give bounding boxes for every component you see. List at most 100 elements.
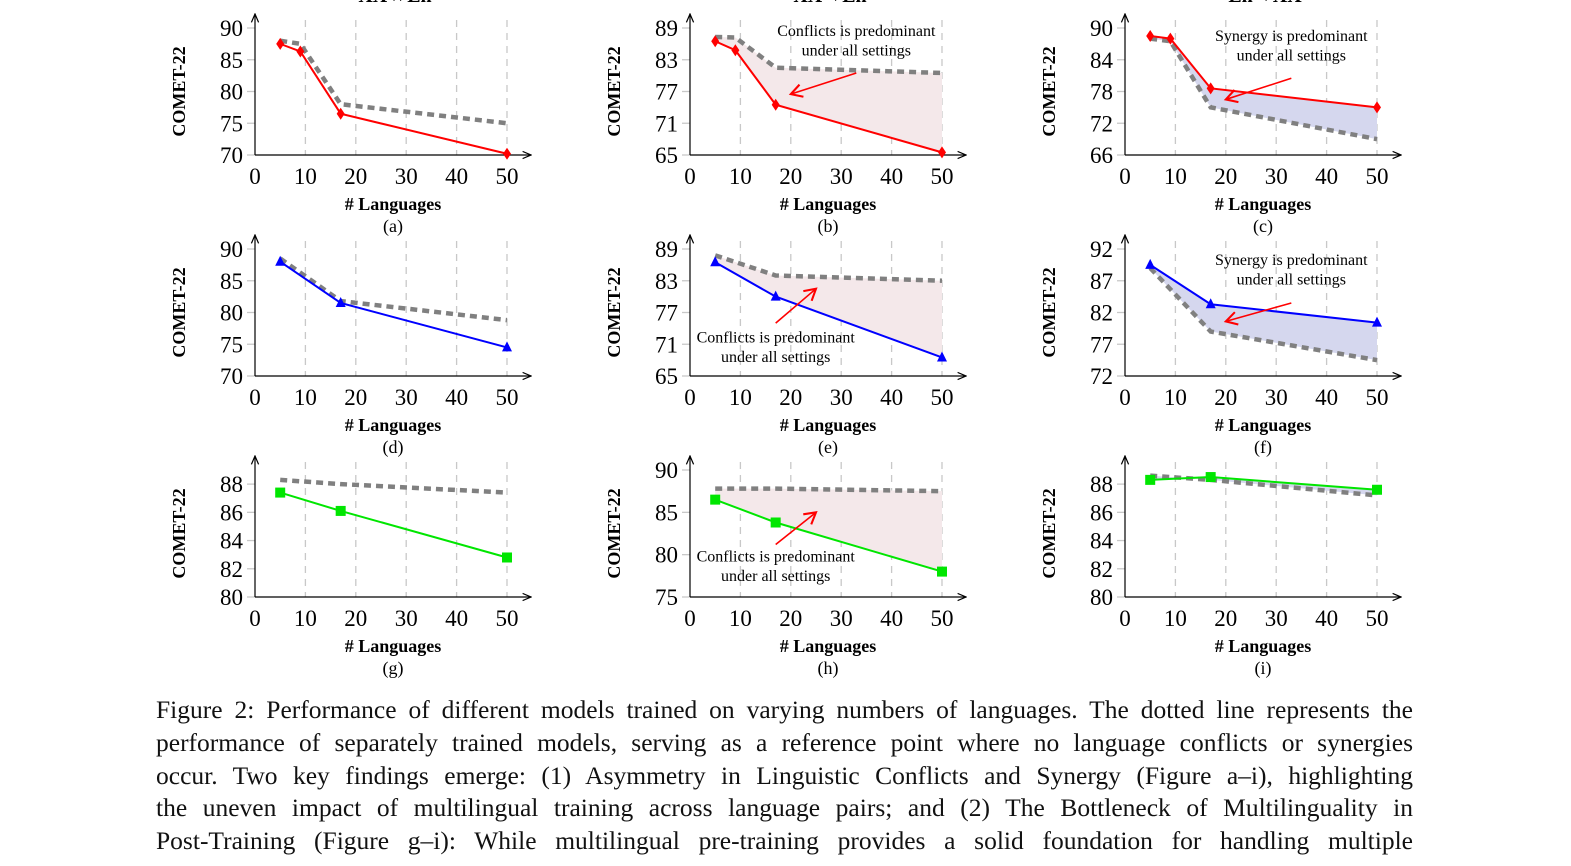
subplot-title: XX→En [793, 0, 866, 7]
y-tick-label: 85 [655, 500, 678, 525]
caption-line: occur. Two key findings emerge: (1) Asym… [156, 760, 1413, 790]
x-axis-label: # Languages [780, 415, 877, 435]
x-tick-label: 30 [1265, 606, 1288, 631]
annotation-text: under all settings [721, 349, 830, 366]
x-tick-label: 40 [880, 385, 903, 410]
x-tick-label: 40 [1315, 606, 1338, 631]
x-tick-label: 30 [395, 606, 418, 631]
y-tick-label: 72 [1090, 111, 1113, 136]
x-tick-label: 0 [1119, 164, 1131, 189]
x-tick-label: 20 [779, 385, 802, 410]
y-tick-label: 90 [220, 16, 243, 41]
annotation-arrow [788, 72, 857, 98]
x-tick-label: 10 [294, 164, 317, 189]
annotation-text: under all settings [802, 42, 911, 59]
figure-caption: Figure 2: Performance of different model… [156, 694, 1413, 858]
subplot-label: (d) [383, 437, 404, 458]
data-point [276, 37, 285, 50]
x-tick-label: 50 [1366, 385, 1389, 410]
y-axis-label: COMET-22 [169, 46, 189, 136]
data-point [710, 256, 721, 267]
y-tick-label: 80 [220, 80, 243, 105]
data-point [1166, 32, 1175, 45]
difference-area [1150, 475, 1377, 496]
caption-line: performance of separately trained models… [156, 727, 1413, 757]
x-tick-label: 40 [880, 164, 903, 189]
x-tick-label: 20 [779, 606, 802, 631]
x-tick-label: 50 [1366, 606, 1389, 631]
y-tick-label: 70 [220, 143, 243, 168]
y-tick-label: 92 [1090, 237, 1113, 262]
data-point [503, 147, 511, 160]
data-point [296, 45, 305, 58]
annotation-arrow [1223, 302, 1292, 326]
y-tick-label: 83 [655, 269, 678, 294]
data-point [335, 296, 346, 307]
data-point [938, 146, 946, 159]
annotation-text: Conflicts is predominant [697, 330, 856, 347]
x-tick-label: 20 [779, 164, 802, 189]
x-tick-label: 0 [249, 385, 261, 410]
reference-line [1149, 36, 1378, 142]
subplot-title: En→XX [1228, 0, 1302, 7]
data-point [335, 505, 346, 516]
x-tick-label: 10 [729, 164, 752, 189]
x-tick-label: 0 [684, 606, 696, 631]
subplot-b: XX→En 0 10 20 30 40 50 65 71 77 83 89 # Languages(b)… [604, 0, 966, 237]
y-tick-label: 86 [1090, 500, 1113, 525]
subplot-d: 0 10 20 30 40 50 70 75 80 85 90 # Languages(d) COMET… [169, 235, 531, 458]
x-tick-label: 30 [830, 606, 853, 631]
difference-area [715, 488, 942, 572]
y-tick-label: 65 [655, 143, 678, 168]
x-tick-label: 40 [445, 385, 468, 410]
caption-line: Post-Training (Figure g–i): While multil… [156, 826, 1413, 856]
x-tick-label: 0 [1119, 606, 1131, 631]
y-axis-label: COMET-22 [604, 488, 624, 578]
y-tick-label: 80 [1090, 585, 1113, 610]
y-axis-label: COMET-22 [169, 488, 189, 578]
y-tick-label: 87 [1090, 269, 1113, 294]
y-tick-label: 75 [220, 111, 243, 136]
x-tick-label: 0 [249, 164, 261, 189]
x-tick-label: 50 [496, 606, 519, 631]
figure-grid: XX↔En010203040507075808590# Languages(a)… [169, 0, 1571, 679]
subplot-label: (f) [1254, 437, 1272, 458]
data-point [937, 351, 947, 362]
data-point [1372, 484, 1382, 495]
x-tick-label: 0 [249, 606, 261, 631]
x-axis-label: # Languages [780, 636, 877, 656]
y-tick-label: 89 [655, 237, 678, 262]
y-tick-label: 66 [1090, 143, 1113, 168]
data-point [770, 290, 781, 301]
y-tick-label: 85 [220, 269, 243, 294]
data-point [1205, 472, 1216, 483]
y-tick-label: 89 [655, 16, 678, 41]
subplot-e: 0 10 20 30 40 50 65 71 77 83 89 # Languages(e) COMET… [604, 235, 966, 458]
y-tick-label: 75 [655, 585, 678, 610]
x-axis-label: # Languages [1215, 415, 1312, 435]
subplot-g: 0 10 20 30 40 50 80 82 84 86 88 # Languages(g) COMET… [169, 456, 531, 679]
annotation-arrow [775, 511, 818, 546]
subplot-label: (i) [1255, 658, 1272, 679]
y-tick-label: 78 [1090, 80, 1113, 105]
y-axis-label: COMET-22 [169, 267, 189, 357]
data-point [275, 487, 286, 498]
x-tick-label: 10 [294, 385, 317, 410]
y-tick-label: 75 [220, 332, 243, 357]
y-tick-label: 84 [220, 529, 244, 554]
y-tick-label: 90 [220, 237, 243, 262]
subplot-a: XX↔En 0 10 20 30 40 50 70 75 80 85 90 # Languages(a)… [169, 0, 531, 237]
x-tick-label: 30 [395, 164, 418, 189]
y-tick-label: 88 [1090, 472, 1113, 497]
reference-line [714, 253, 943, 283]
subplot-label: (c) [1253, 216, 1273, 237]
x-tick-label: 20 [344, 164, 367, 189]
y-axis-label: COMET-22 [1039, 488, 1059, 578]
x-axis-label: # Languages [1215, 636, 1312, 656]
reference-line [1148, 266, 1378, 363]
x-tick-label: 20 [1214, 164, 1237, 189]
series-line [1150, 34, 1378, 109]
x-tick-label: 0 [1119, 385, 1131, 410]
annotation-text: under all settings [721, 568, 830, 585]
y-tick-label: 90 [1090, 16, 1113, 41]
